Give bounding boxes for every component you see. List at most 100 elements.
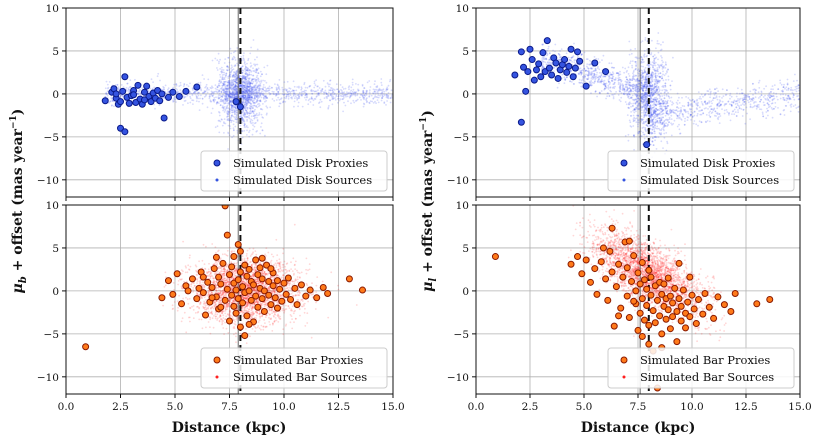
cloud-dot (276, 301, 278, 304)
cloud-dot (224, 321, 226, 324)
cloud-dot (265, 247, 268, 250)
cloud-dot (212, 99, 215, 102)
cloud-dot (213, 100, 216, 103)
cloud-dot (227, 107, 230, 110)
cloud-dot (217, 267, 220, 269)
cloud-dot (230, 251, 233, 254)
cloud-dot (291, 96, 293, 98)
cloud-dot (233, 80, 236, 83)
cloud-dot (260, 91, 263, 94)
cloud-dot (226, 279, 229, 281)
cloud-dot (303, 89, 306, 92)
cloud-dot (241, 111, 243, 114)
cloud-dot (247, 74, 249, 77)
cloud-dot (263, 303, 265, 306)
cloud-dot (248, 93, 251, 96)
cloud-dot (313, 82, 316, 85)
cloud-dot (247, 74, 250, 76)
cloud-dot (255, 82, 258, 85)
cloud-dot (202, 281, 204, 284)
cloud-dot (252, 93, 255, 96)
cloud-dot (345, 93, 348, 96)
cloud-dot (210, 92, 213, 95)
cloud-dot (253, 92, 255, 95)
cloud-dot (223, 84, 226, 87)
cloud-dot (350, 102, 352, 105)
cloud-dot (251, 100, 254, 103)
cloud-dot (203, 263, 206, 265)
cloud-dot (210, 291, 213, 294)
cloud-dot (244, 77, 247, 80)
cloud-dot (260, 126, 262, 128)
cloud-dot (246, 108, 249, 110)
cloud-dot (350, 92, 353, 95)
cloud-dot (222, 109, 225, 112)
cloud-dot (231, 250, 234, 253)
cloud-dot (216, 85, 219, 88)
cloud-dot (381, 97, 384, 99)
cloud-dot (222, 291, 224, 294)
cloud-dot (360, 99, 362, 101)
cloud-dot (294, 95, 297, 98)
cloud-dot (253, 117, 256, 120)
cloud-dot (319, 89, 322, 92)
cloud-dot (234, 88, 237, 91)
cloud-dot (277, 268, 280, 271)
cloud-dot (228, 313, 231, 316)
cloud-dot (248, 73, 251, 76)
cloud-dot (308, 85, 311, 88)
cloud-dot (245, 81, 248, 84)
cloud-dot (301, 94, 303, 97)
cloud-dot (305, 257, 308, 260)
cloud-dot (288, 307, 291, 309)
cloud-dot (213, 282, 215, 284)
cloud-dot (246, 67, 249, 69)
cloud-dot (236, 92, 239, 95)
cloud-dot (284, 88, 287, 90)
cloud-dot (230, 288, 233, 290)
cloud-dot (234, 64, 237, 66)
cloud-dot (285, 95, 288, 98)
cloud-dot (251, 307, 254, 309)
cloud-dot (257, 282, 260, 285)
cloud-dot (224, 91, 226, 94)
cloud-dot (201, 102, 204, 105)
cloud-dot (315, 301, 317, 304)
cloud-dot (236, 96, 238, 98)
cloud-dot (105, 93, 107, 95)
cloud-dot (192, 305, 195, 307)
cloud-dot (242, 119, 245, 121)
cloud-dot (229, 101, 232, 104)
cloud-dot (240, 95, 243, 98)
cloud-dot (187, 316, 190, 319)
cloud-dot (245, 87, 247, 89)
cloud-dot (266, 273, 269, 276)
cloud-dot (239, 84, 242, 87)
cloud-dot (213, 263, 215, 266)
cloud-dot (231, 288, 233, 290)
cloud-dot (235, 121, 238, 124)
cloud-dot (368, 91, 371, 94)
cloud-dot (254, 326, 257, 328)
cloud-dot (180, 320, 183, 323)
cloud-dot (283, 93, 286, 96)
cloud-dot (375, 88, 378, 91)
cloud-dot (352, 88, 355, 91)
cloud-dot (253, 125, 256, 128)
cloud-dot (254, 114, 257, 117)
cloud-dot (221, 310, 224, 313)
cloud-dot (228, 79, 231, 82)
cloud-dot (247, 101, 250, 104)
cloud-dot (262, 103, 264, 105)
cloud-dot (193, 91, 196, 94)
cloud-dot (239, 84, 241, 87)
cloud-dot (226, 94, 228, 96)
cloud-dot (245, 85, 248, 88)
cloud-dot (234, 91, 237, 94)
cloud-dot (242, 84, 245, 87)
cloud-dot (256, 302, 259, 304)
cloud-dot (315, 291, 317, 293)
proxy-point (125, 99, 133, 107)
cloud-dot (279, 98, 282, 100)
cloud-dot (245, 104, 248, 107)
